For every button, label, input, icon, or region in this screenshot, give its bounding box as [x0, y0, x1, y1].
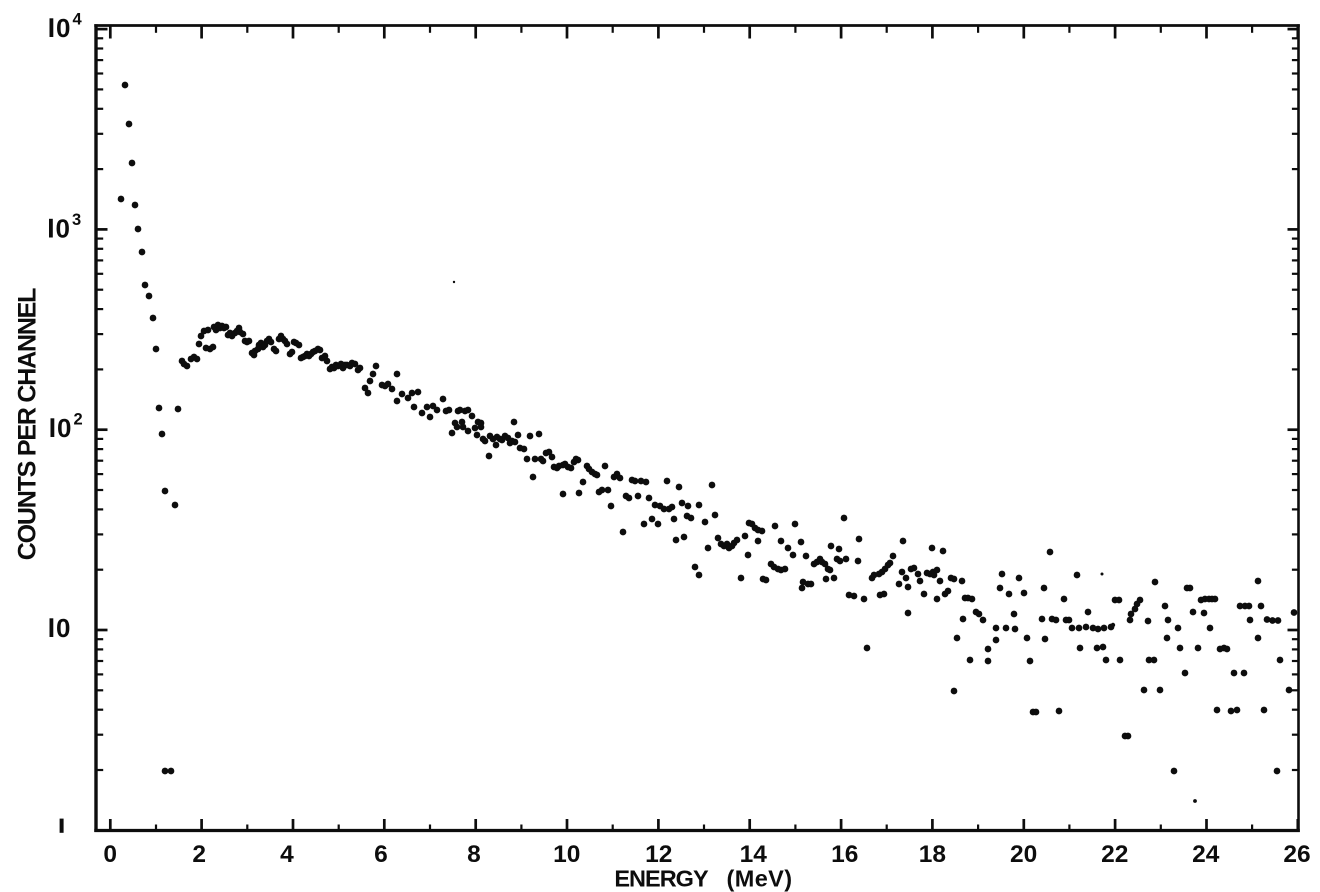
- svg-text:0: 0: [56, 613, 70, 643]
- svg-text:14: 14: [740, 841, 768, 868]
- svg-text:20: 20: [1010, 841, 1037, 868]
- svg-text:0: 0: [56, 13, 70, 43]
- svg-text:3: 3: [72, 211, 81, 229]
- svg-text:4: 4: [73, 11, 83, 29]
- svg-text:4: 4: [280, 841, 294, 868]
- svg-text:10: 10: [553, 841, 580, 868]
- svg-text:(MeV): (MeV): [727, 866, 793, 892]
- svg-text:0: 0: [56, 214, 70, 244]
- svg-text:2: 2: [192, 841, 206, 868]
- svg-text:12: 12: [645, 841, 672, 868]
- svg-text:0: 0: [57, 413, 71, 443]
- svg-text:22: 22: [1101, 841, 1128, 868]
- svg-text:26: 26: [1283, 841, 1310, 868]
- svg-text:18: 18: [919, 841, 946, 868]
- svg-text:COUNTS PER CHANNEL: COUNTS PER CHANNEL: [14, 288, 42, 560]
- svg-text:16: 16: [831, 841, 858, 868]
- svg-text:2: 2: [74, 411, 83, 429]
- svg-text:ENERGY: ENERGY: [614, 866, 709, 892]
- svg-text:0: 0: [103, 841, 117, 868]
- svg-text:6: 6: [374, 841, 388, 868]
- svg-text:24: 24: [1192, 841, 1220, 868]
- svg-text:8: 8: [467, 841, 481, 868]
